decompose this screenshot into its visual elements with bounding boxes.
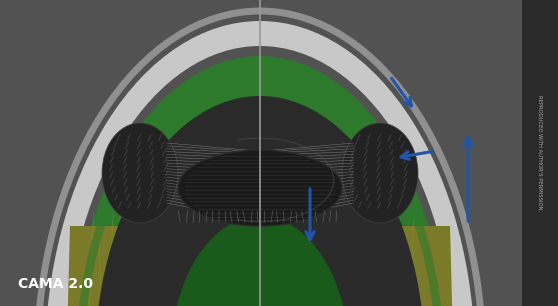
Ellipse shape bbox=[45, 21, 475, 306]
Ellipse shape bbox=[102, 123, 178, 223]
Ellipse shape bbox=[95, 211, 185, 306]
Ellipse shape bbox=[342, 123, 418, 223]
Ellipse shape bbox=[190, 221, 290, 306]
Text: CAMA 2.0: CAMA 2.0 bbox=[18, 277, 93, 291]
Ellipse shape bbox=[65, 46, 455, 306]
Ellipse shape bbox=[178, 150, 342, 226]
Polygon shape bbox=[66, 226, 454, 306]
Bar bbox=[522, 0, 558, 306]
Ellipse shape bbox=[72, 56, 448, 306]
Ellipse shape bbox=[170, 216, 350, 306]
Text: REPRODUCED WITH AUTHOR'S PERMISSION.: REPRODUCED WITH AUTHOR'S PERMISSION. bbox=[537, 95, 542, 211]
Ellipse shape bbox=[335, 211, 425, 306]
Ellipse shape bbox=[95, 96, 425, 306]
